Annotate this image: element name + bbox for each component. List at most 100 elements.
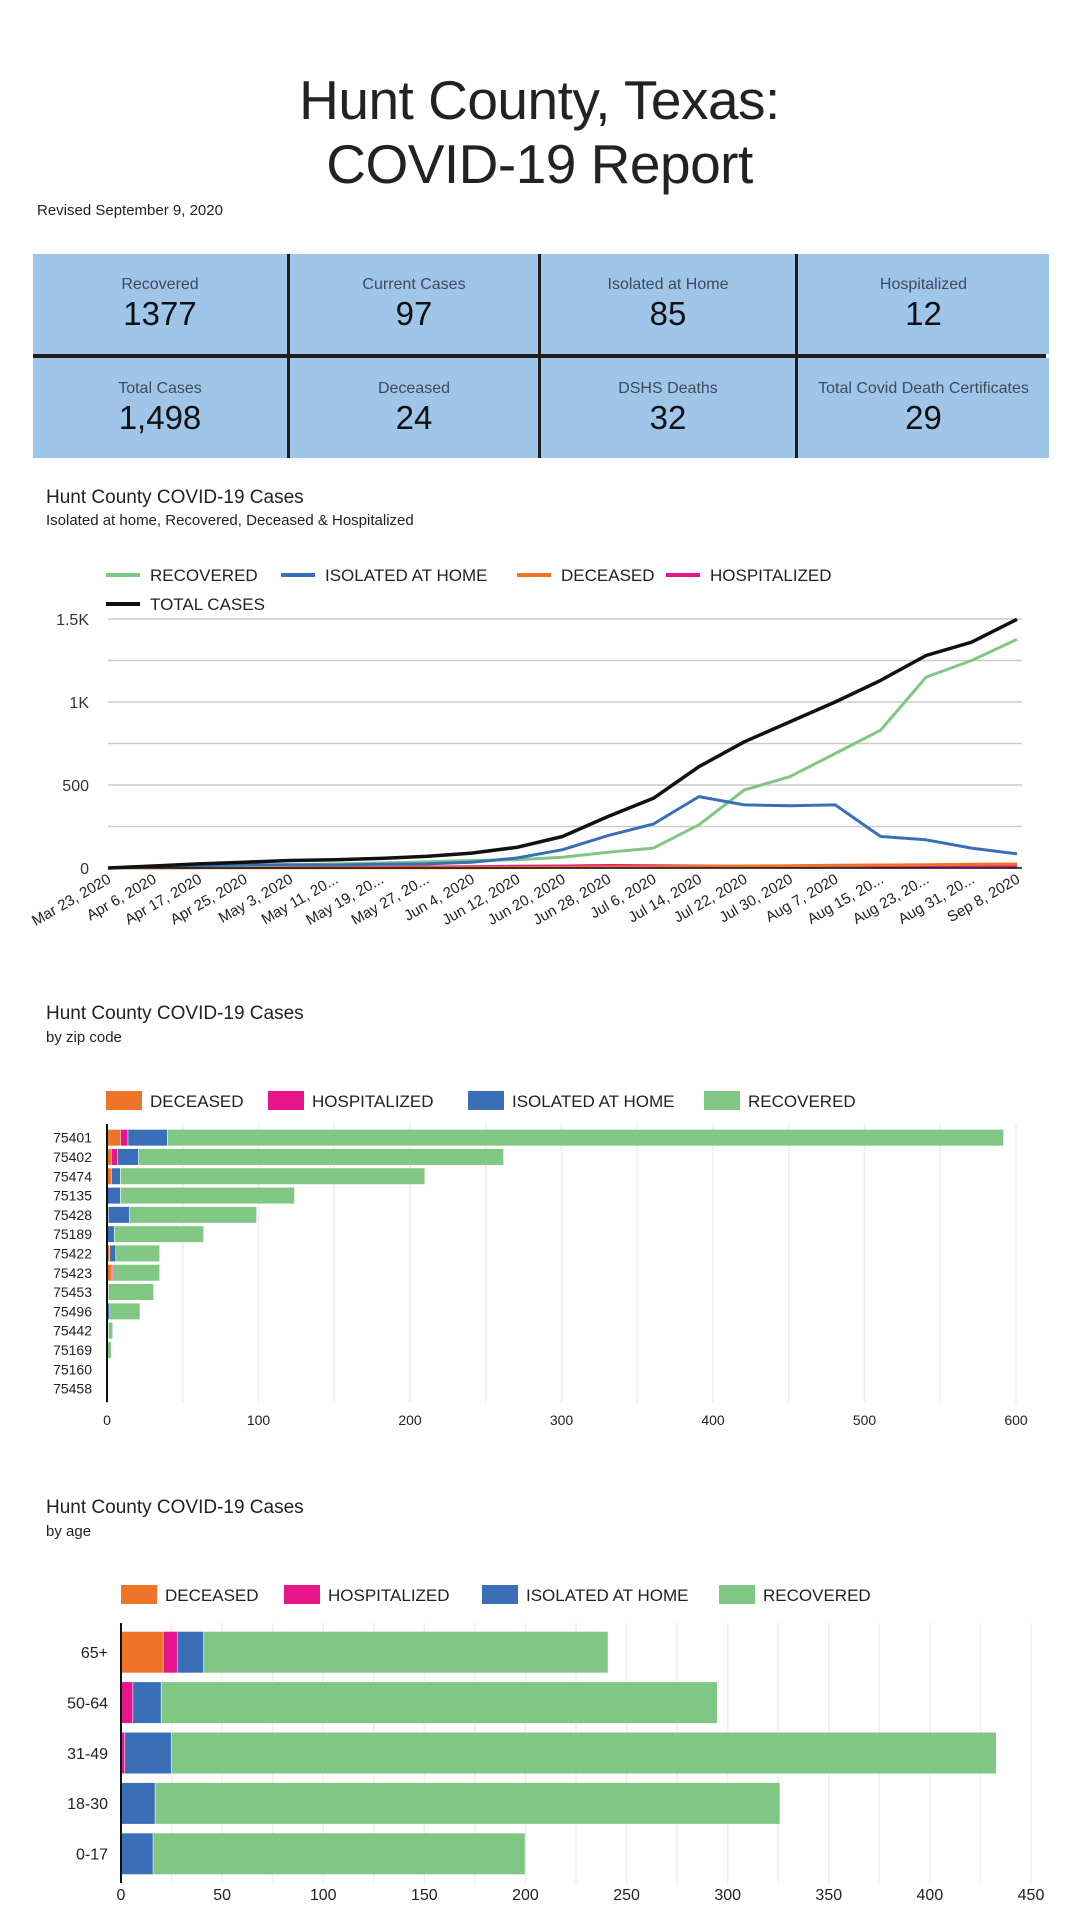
bar-segment-isolated-at-home — [133, 1682, 161, 1724]
kpi-deceased: Deceased 24 — [290, 358, 538, 458]
x-tick-label: 300 — [714, 1887, 741, 1904]
category-label: 75401 — [53, 1130, 92, 1146]
category-label: 50-64 — [67, 1695, 108, 1712]
kpi-hospitalized: Hospitalized 12 — [798, 254, 1049, 354]
bar-segment-recovered — [120, 1168, 425, 1185]
bar-segment-isolated-at-home — [108, 1206, 130, 1223]
bar-segment-recovered — [114, 1226, 204, 1243]
x-tick-label: 0 — [117, 1887, 126, 1904]
bar-segment-recovered — [171, 1732, 997, 1774]
bar-segment-hospitalized — [163, 1631, 178, 1673]
bar-segment-isolated-at-home — [177, 1631, 204, 1673]
bar-segment-isolated-at-home — [111, 1168, 121, 1185]
x-tick-label: 0 — [103, 1412, 111, 1428]
kpi-value: 1377 — [123, 295, 197, 332]
bar-segment-recovered — [167, 1129, 1004, 1146]
category-label: 0-17 — [76, 1847, 108, 1864]
category-label: 75135 — [53, 1188, 92, 1204]
bar-segment-isolated-at-home — [107, 1226, 114, 1243]
kpi-value: 1,498 — [118, 399, 202, 436]
legend-label-hospitalized: HOSPITALIZED — [710, 566, 832, 585]
zip-chart: DECEASED HOSPITALIZED ISOLATED AT HOME RECO… — [53, 1091, 1028, 1428]
legend-label-deceased: DECEASED — [150, 1092, 244, 1111]
legend-label-recovered: RECOVERED — [748, 1092, 856, 1111]
legend-swatch-hospitalized — [268, 1091, 304, 1110]
bar-segment-recovered — [161, 1682, 717, 1724]
y-tick-label: 1.5K — [56, 612, 89, 629]
category-label: 75453 — [53, 1284, 92, 1300]
kpi-label: DSHS Deaths — [618, 380, 718, 397]
age-chart-subtitle: by age — [46, 1523, 92, 1540]
x-tick-label: 400 — [701, 1412, 725, 1428]
bar-segment-hospitalized — [121, 1682, 133, 1724]
category-label: 75474 — [53, 1168, 92, 1184]
x-tick-label: 300 — [550, 1412, 574, 1428]
legend-label-hospitalized: HOSPITALIZED — [328, 1586, 450, 1605]
bar-segment-isolated-at-home — [125, 1732, 171, 1774]
bar-segment-hospitalized — [120, 1129, 128, 1146]
bar-segment-recovered — [113, 1264, 160, 1281]
age-chart-title: Hunt County COVID-19 Cases — [46, 1497, 304, 1518]
bar-segment-recovered — [110, 1303, 140, 1320]
category-label: 75458 — [53, 1381, 92, 1397]
line-chart-subtitle: Isolated at home, Recovered, Deceased & … — [46, 512, 414, 529]
legend-label-deceased: DECEASED — [165, 1586, 259, 1605]
y-tick-label: 0 — [80, 861, 89, 878]
x-tick-label: 250 — [613, 1887, 640, 1904]
legend-swatch-isolated-at-home — [482, 1585, 518, 1604]
bar-segment-recovered — [203, 1631, 608, 1673]
x-tick-label: 50 — [213, 1887, 231, 1904]
kpi-label: Hospitalized — [879, 276, 968, 293]
category-label: 31-49 — [67, 1746, 108, 1763]
zip-chart-subtitle: by zip code — [46, 1029, 122, 1046]
report-title: Hunt County, Texas: COVID-19 Report — [0, 68, 1079, 196]
legend-label-isolated-at-home: ISOLATED AT HOME — [512, 1092, 674, 1111]
kpi-label: Recovered — [121, 276, 199, 293]
kpi-label: Current Cases — [362, 276, 466, 293]
category-label: 75496 — [53, 1303, 92, 1319]
bar-segment-isolated-at-home — [121, 1833, 153, 1875]
kpi-current-cases: Current Cases 97 — [290, 254, 538, 354]
bar-segment-isolated-at-home — [107, 1303, 110, 1320]
x-tick-label: 500 — [853, 1412, 877, 1428]
kpi-value: 24 — [395, 399, 433, 436]
legend-swatch-deceased — [121, 1585, 157, 1604]
bar-segment-hospitalized — [121, 1732, 125, 1774]
category-label: 65+ — [81, 1645, 108, 1662]
category-label: 75423 — [53, 1265, 92, 1281]
x-tick-label: 100 — [310, 1887, 337, 1904]
y-tick-label: 500 — [62, 778, 89, 795]
kpi-value: 29 — [905, 399, 942, 436]
x-tick-label: 150 — [411, 1887, 438, 1904]
zip-chart-title: Hunt County COVID-19 Cases — [46, 1003, 304, 1024]
line-chart: RECOVERED ISOLATED AT HOME DECEASED HOSPITA… — [29, 566, 1023, 930]
bar-segment-recovered — [155, 1782, 780, 1824]
legend-label-isolated-at-home: ISOLATED AT HOME — [526, 1586, 688, 1605]
kpi-death-certificates: Total Covid Death Certificates 29 — [798, 358, 1049, 458]
bar-segment-recovered — [107, 1341, 111, 1358]
legend-swatch-recovered — [704, 1091, 740, 1110]
legend-swatch-recovered — [719, 1585, 755, 1604]
kpi-total-cases: Total Cases 1,498 — [33, 358, 287, 458]
legend-label-deceased: DECEASED — [561, 566, 655, 585]
x-tick-label: 400 — [917, 1887, 944, 1904]
bar-segment-hospitalized — [111, 1264, 113, 1281]
bar-segment-isolated-at-home — [107, 1187, 121, 1204]
revised-date: Revised September 9, 2020 — [37, 202, 223, 219]
legend-swatch-deceased — [106, 1091, 142, 1110]
category-label: 18-30 — [67, 1796, 108, 1813]
category-label: 75442 — [53, 1323, 92, 1339]
age-chart: DECEASED HOSPITALIZED ISOLATED AT HOME RECO… — [67, 1585, 1045, 1904]
y-tick-label: 1K — [69, 695, 89, 712]
bar-segment-isolated-at-home — [110, 1245, 116, 1262]
category-label: 75402 — [53, 1149, 92, 1165]
bar-segment-recovered — [108, 1284, 154, 1301]
report-title-line1: Hunt County, Texas: — [299, 69, 780, 131]
series-line-recovered — [107, 638, 1018, 870]
bar-segment-recovered — [129, 1206, 257, 1223]
bar-segment-isolated-at-home — [121, 1782, 155, 1824]
x-tick-label: 100 — [247, 1412, 271, 1428]
x-tick-label: 450 — [1018, 1887, 1045, 1904]
category-label: 75160 — [53, 1361, 92, 1377]
kpi-value: 85 — [649, 295, 687, 332]
